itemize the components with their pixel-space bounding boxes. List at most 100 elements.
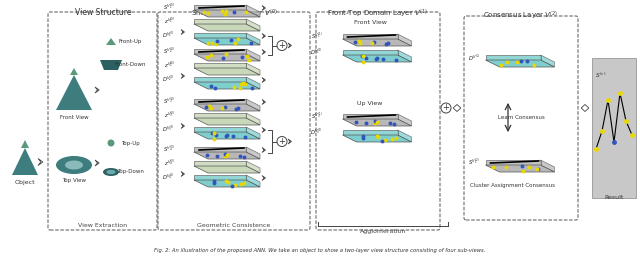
Text: $S^{V_4^{(0)}}$: $S^{V_4^{(0)}}$	[163, 144, 175, 156]
Polygon shape	[194, 127, 246, 132]
Polygon shape	[194, 152, 260, 159]
Polygon shape	[194, 5, 246, 10]
Text: $D^{V_3^{(1)}}$: $D^{V_3^{(1)}}$	[310, 127, 323, 139]
Circle shape	[277, 136, 287, 147]
Polygon shape	[194, 77, 246, 82]
Ellipse shape	[106, 170, 115, 174]
Polygon shape	[486, 55, 541, 60]
Text: Consensus Layer $V^{(2)}$: Consensus Layer $V^{(2)}$	[483, 10, 559, 22]
Text: Top-Up: Top-Up	[120, 141, 140, 146]
Text: +: +	[278, 41, 285, 50]
Text: $D^{V_1^{(0)}}$: $D^{V_1^{(0)}}$	[163, 30, 175, 42]
Polygon shape	[342, 50, 397, 55]
Text: $z^{V_3^{(0)}}$: $z^{V_3^{(0)}}$	[164, 110, 175, 122]
Polygon shape	[95, 87, 99, 93]
Polygon shape	[288, 43, 291, 48]
Polygon shape	[397, 114, 412, 126]
Text: Learn Consensus: Learn Consensus	[498, 115, 545, 120]
Polygon shape	[581, 104, 589, 111]
Polygon shape	[181, 172, 184, 176]
Polygon shape	[262, 175, 266, 181]
Polygon shape	[194, 82, 260, 89]
Polygon shape	[194, 175, 246, 180]
Polygon shape	[246, 19, 260, 31]
Text: Agglomeration: Agglomeration	[360, 229, 406, 234]
Text: $S^{V_1^{(0)}}$: $S^{V_1^{(0)}}$	[163, 2, 175, 14]
Ellipse shape	[103, 168, 119, 176]
Text: $D^{V^{(2)}}$: $D^{V^{(2)}}$	[468, 52, 481, 64]
Text: Front-Top Domain Layer $V^{(1)}$: Front-Top Domain Layer $V^{(1)}$	[328, 8, 429, 20]
Polygon shape	[181, 74, 184, 78]
Polygon shape	[70, 68, 78, 75]
Polygon shape	[194, 180, 260, 187]
Text: Front View: Front View	[353, 20, 387, 26]
Polygon shape	[194, 104, 260, 111]
Text: Geometric Consistence: Geometric Consistence	[197, 223, 271, 228]
Polygon shape	[397, 34, 412, 46]
Polygon shape	[194, 166, 260, 173]
Polygon shape	[246, 63, 260, 75]
Text: Top View: Top View	[62, 178, 86, 183]
Polygon shape	[397, 130, 412, 142]
Polygon shape	[194, 118, 260, 125]
Polygon shape	[194, 33, 246, 38]
Text: View Structure: View Structure	[75, 8, 131, 17]
Text: Fig. 2: An illustration of the proposed ANN. We take an object to show a two-lay: Fig. 2: An illustration of the proposed …	[154, 248, 486, 253]
Text: $S^{V_3^{(0)}}$: $S^{V_3^{(0)}}$	[163, 96, 175, 108]
Circle shape	[277, 41, 287, 51]
Polygon shape	[12, 148, 38, 175]
Polygon shape	[246, 147, 260, 159]
Text: +: +	[278, 137, 285, 146]
Text: $z^{V_4^{(0)}}$: $z^{V_4^{(0)}}$	[164, 158, 175, 170]
FancyBboxPatch shape	[464, 16, 578, 220]
Text: Smallest View Layer $V^{(0)}$: Smallest View Layer $V^{(0)}$	[191, 8, 277, 20]
Polygon shape	[194, 38, 260, 45]
Polygon shape	[486, 165, 554, 172]
Polygon shape	[21, 140, 29, 148]
Text: Top-Down: Top-Down	[116, 170, 143, 174]
Text: View Extraction: View Extraction	[79, 223, 127, 228]
Polygon shape	[181, 29, 184, 35]
Polygon shape	[541, 55, 554, 67]
Polygon shape	[246, 161, 260, 173]
Polygon shape	[342, 119, 412, 126]
Polygon shape	[246, 99, 260, 111]
Polygon shape	[592, 58, 636, 198]
Polygon shape	[194, 24, 260, 31]
Text: $S^{V_1^{(1)}}$: $S^{V_1^{(1)}}$	[311, 31, 323, 43]
Polygon shape	[262, 5, 266, 11]
Text: Cluster Assignment Consensus: Cluster Assignment Consensus	[470, 182, 556, 188]
Text: $S^{V_1^{(2)}}$: $S^{V_1^{(2)}}$	[468, 157, 480, 169]
Text: $D^{V_1^{(1)}}$: $D^{V_1^{(1)}}$	[310, 47, 323, 59]
Polygon shape	[246, 113, 260, 125]
Polygon shape	[100, 60, 122, 70]
Text: Object: Object	[15, 180, 35, 185]
Polygon shape	[95, 160, 99, 166]
Polygon shape	[194, 54, 260, 61]
Polygon shape	[194, 99, 246, 104]
Text: Front View: Front View	[60, 115, 88, 120]
Polygon shape	[194, 19, 246, 24]
Text: Result: Result	[604, 195, 624, 200]
Polygon shape	[194, 147, 246, 152]
Polygon shape	[342, 135, 412, 142]
Polygon shape	[246, 5, 260, 17]
Polygon shape	[262, 77, 266, 83]
Circle shape	[108, 140, 115, 147]
Polygon shape	[262, 148, 266, 152]
Polygon shape	[288, 139, 291, 144]
Text: $S^{V_3^{(1)}}$: $S^{V_3^{(1)}}$	[311, 111, 323, 123]
Text: $S^{(c)}$: $S^{(c)}$	[595, 70, 607, 80]
Polygon shape	[181, 124, 184, 128]
Polygon shape	[541, 160, 554, 172]
Polygon shape	[246, 33, 260, 45]
Polygon shape	[194, 132, 260, 139]
Polygon shape	[106, 38, 116, 45]
Text: Front-Up: Front-Up	[118, 39, 141, 44]
Polygon shape	[342, 34, 397, 39]
Polygon shape	[262, 34, 266, 38]
Text: $D^{V_4^{(0)}}$: $D^{V_4^{(0)}}$	[163, 172, 175, 184]
FancyBboxPatch shape	[158, 12, 310, 230]
Text: +: +	[443, 103, 449, 112]
Ellipse shape	[56, 156, 92, 174]
